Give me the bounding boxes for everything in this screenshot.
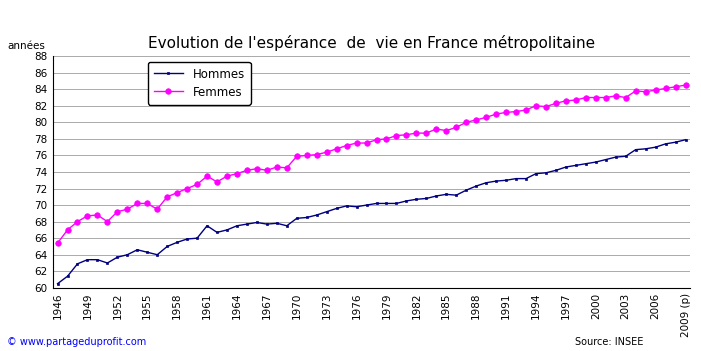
- Femmes: [452, 125, 461, 130]
- Hommes: [462, 188, 470, 192]
- Hommes: [402, 199, 411, 203]
- Femmes: [681, 83, 690, 87]
- Line: Femmes: Femmes: [55, 82, 688, 246]
- Femmes: [53, 241, 62, 245]
- Femmes: [133, 201, 142, 206]
- Femmes: [362, 141, 371, 145]
- Hommes: [313, 213, 321, 217]
- Hommes: [362, 203, 371, 207]
- Text: Source: INSEE: Source: INSEE: [575, 338, 644, 347]
- Text: © www.partageduprofit.com: © www.partageduprofit.com: [7, 338, 147, 347]
- Hommes: [133, 248, 142, 252]
- Legend: Hommes, Femmes: Hommes, Femmes: [148, 62, 251, 105]
- Hommes: [452, 193, 461, 197]
- Hommes: [53, 282, 62, 286]
- Femmes: [313, 152, 321, 157]
- Title: Evolution de l'espérance  de  vie en France métropolitaine: Evolution de l'espérance de vie en Franc…: [148, 35, 595, 51]
- Line: Hommes: Hommes: [56, 138, 687, 285]
- Text: années: années: [7, 41, 45, 51]
- Hommes: [681, 138, 690, 142]
- Femmes: [402, 133, 411, 137]
- Femmes: [462, 120, 470, 125]
